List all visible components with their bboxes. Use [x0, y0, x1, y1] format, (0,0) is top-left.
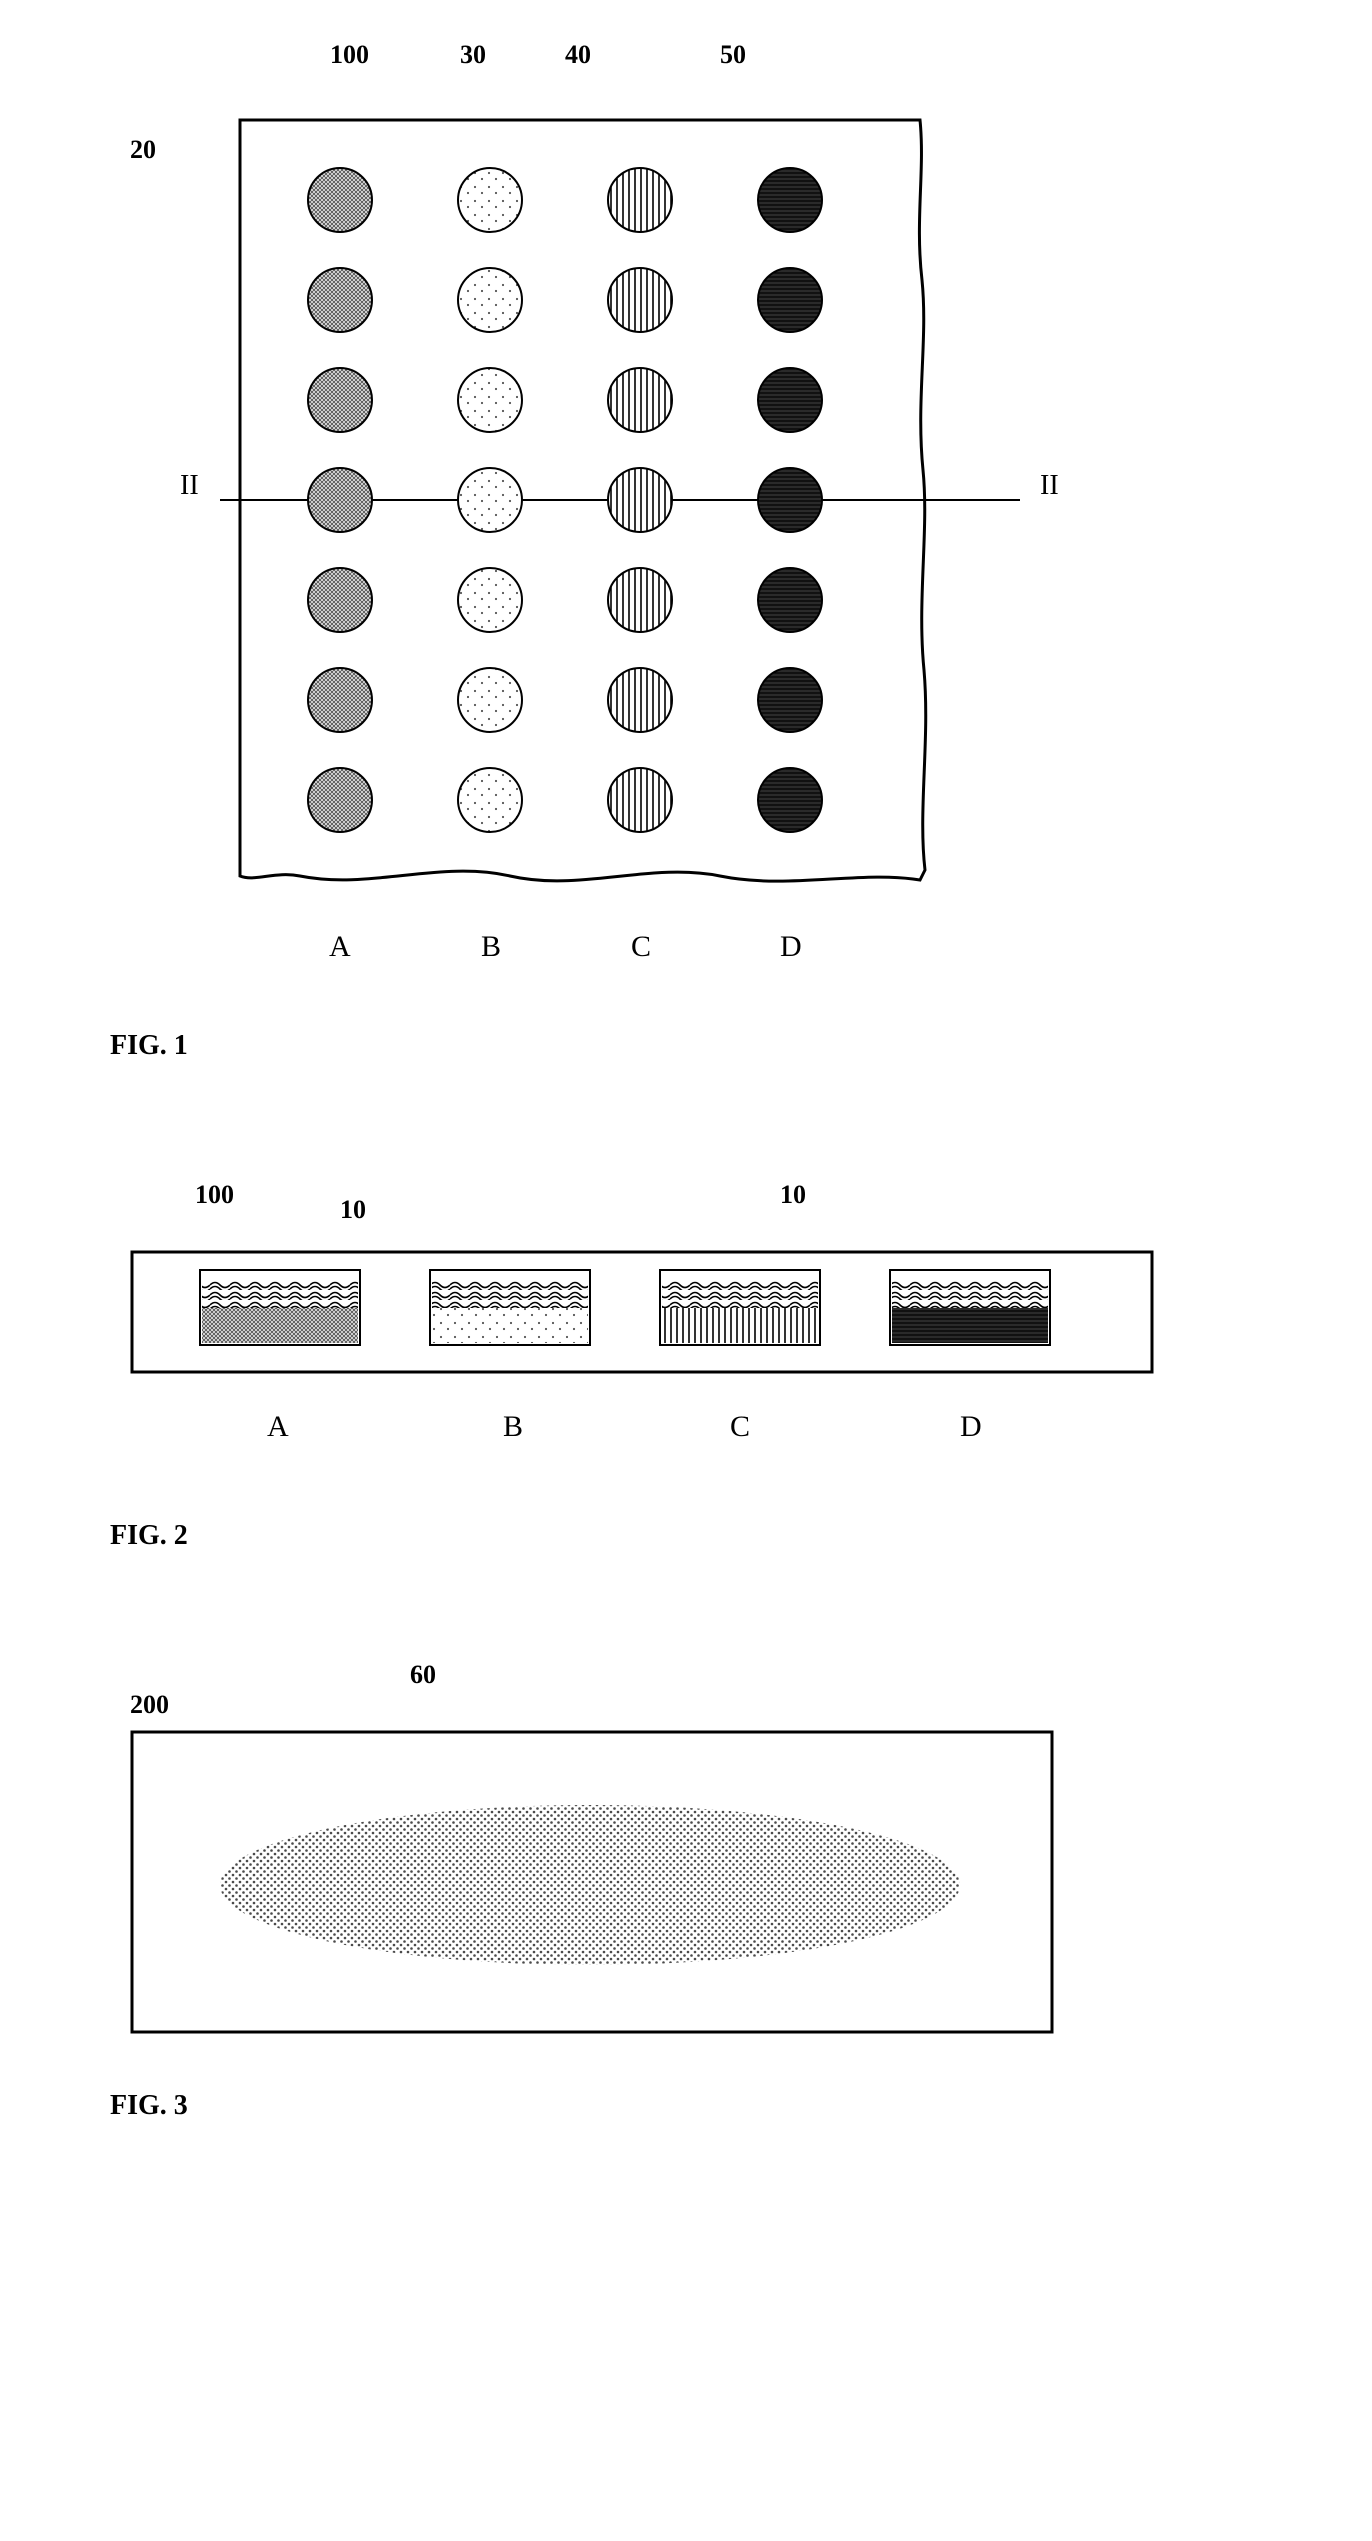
- fig1-label-40: 40: [565, 40, 591, 70]
- fig2-caption: FIG. 2: [110, 1520, 188, 1552]
- fig1-letter-d: D: [780, 930, 802, 964]
- figure-2-block: 100 10 10 A B C D FIG. 2: [40, 1180, 1332, 1560]
- fig2-label-10a: 10: [340, 1195, 366, 1225]
- fig1-letter-b: B: [481, 930, 501, 964]
- fig1-label-30: 30: [460, 40, 486, 70]
- fig1-caption: FIG. 1: [110, 1030, 188, 1062]
- figure-2-svg: [130, 1250, 1190, 1400]
- fig1-label-50: 50: [720, 40, 746, 70]
- fig1-letter-c: C: [631, 930, 651, 964]
- fig2-label-100: 100: [195, 1180, 234, 1210]
- fig2-well-b: [430, 1270, 590, 1345]
- figure-1-svg: [220, 100, 1080, 900]
- figure-3-svg: [130, 1730, 1090, 2050]
- fig1-roman-left: II: [180, 470, 199, 502]
- fig2-well-d: [890, 1270, 1050, 1345]
- fig1-label-100: 100: [330, 40, 369, 70]
- fig2-label-10b: 10: [780, 1180, 806, 1210]
- fig3-label-60: 60: [410, 1660, 436, 1690]
- figure-1-block: 100 30 40 50 20 II II: [40, 40, 1332, 1080]
- fig2-well-c: [660, 1270, 820, 1345]
- fig2-letter-c: C: [730, 1410, 750, 1444]
- fig3-caption: FIG. 3: [110, 2090, 188, 2122]
- fig2-well-a: [200, 1270, 360, 1345]
- fig1-letter-a: A: [329, 930, 351, 964]
- fig2-letter-d: D: [960, 1410, 982, 1444]
- fig3-label-200: 200: [130, 1690, 169, 1720]
- fig3-ellipse: [220, 1805, 960, 1965]
- figure-3-block: 200 60 FIG. 3: [40, 1660, 1332, 2120]
- fig2-letter-a: A: [267, 1410, 289, 1444]
- fig2-letter-b: B: [503, 1410, 523, 1444]
- fig1-label-20: 20: [130, 135, 156, 165]
